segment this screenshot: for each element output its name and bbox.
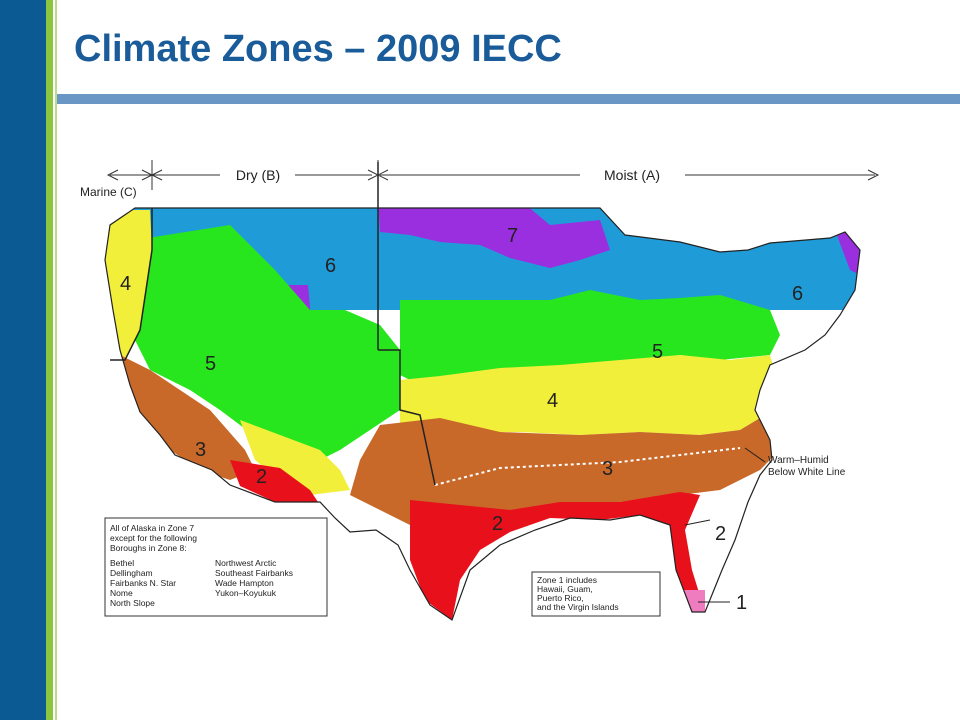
header-marine-label: Marine (C) bbox=[80, 185, 137, 199]
warm-humid-note-line1: Warm–Humid bbox=[768, 455, 829, 466]
left-accent-thin-line bbox=[55, 0, 57, 720]
marine-dry-boundary-south bbox=[110, 249, 153, 361]
zone-label-5-east: 5 bbox=[652, 341, 663, 363]
zone-1-note-line4: and the Virgin Islands bbox=[537, 602, 619, 612]
zone-label-6-east: 6 bbox=[792, 283, 803, 305]
left-accent-band bbox=[0, 0, 46, 720]
alaska-note-intro-1: All of Alaska in Zone 7 bbox=[110, 523, 194, 533]
alaska-borough: North Slope bbox=[110, 598, 155, 608]
alaska-borough: Northwest Arctic bbox=[215, 558, 277, 568]
alaska-borough: Nome bbox=[110, 588, 133, 598]
dry-moist-boundary-south bbox=[378, 349, 436, 486]
zone-7-maine bbox=[835, 230, 860, 280]
zone-label-3-east: 3 bbox=[602, 458, 613, 480]
zone-label-3-west: 3 bbox=[195, 439, 206, 461]
alaska-note-box: All of Alaska in Zone 7 except for the f… bbox=[104, 517, 328, 617]
alaska-borough: Fairbanks N. Star bbox=[110, 578, 176, 588]
zone-1-note-box: Zone 1 includes Hawaii, Guam, Puerto Ric… bbox=[531, 571, 661, 617]
zone-5-east-region bbox=[400, 290, 780, 385]
zone-label-4-east: 4 bbox=[547, 390, 558, 412]
climate-zone-map: Dry (B) Moist (A) Marine (C) 4 5 bbox=[80, 150, 900, 630]
warm-humid-boundary-line bbox=[434, 447, 741, 486]
zone-2-arizona-region bbox=[230, 460, 318, 502]
alaska-borough: Wade Hampton bbox=[215, 578, 274, 588]
zone-label-7: 7 bbox=[507, 225, 518, 247]
region-header-arrows bbox=[106, 160, 880, 212]
zone-label-2-florida: 2 bbox=[715, 523, 726, 545]
zone-1-note-line3: Puerto Rico, bbox=[537, 593, 584, 603]
zone-label-2-arizona: 2 bbox=[256, 466, 267, 488]
header-dry-label: Dry (B) bbox=[236, 167, 280, 183]
zone-fill-group bbox=[105, 208, 860, 620]
zone-5-west-region bbox=[135, 225, 400, 460]
zone-number-labels: 4 5 6 7 6 5 4 3 2 3 2 bbox=[120, 225, 803, 535]
warm-humid-leader bbox=[744, 447, 766, 463]
zone-4-region bbox=[400, 355, 780, 435]
zone-2-florida-leader bbox=[684, 519, 711, 526]
us-outline bbox=[104, 207, 861, 621]
alaska-borough: Yukon–Koyukuk bbox=[215, 588, 277, 598]
alaska-borough: Bethel bbox=[110, 558, 134, 568]
climate-zone-map-svg: Dry (B) Moist (A) Marine (C) 4 5 bbox=[80, 160, 880, 621]
zone-7-region bbox=[378, 208, 610, 268]
zone-label-1: 1 bbox=[736, 592, 747, 614]
alaska-borough: Dellingham bbox=[110, 568, 153, 578]
zone-label-6-west: 6 bbox=[325, 255, 336, 277]
zone-1-south-florida bbox=[680, 590, 705, 612]
zone-4-southwest-band bbox=[240, 420, 350, 495]
header-moist-label: Moist (A) bbox=[604, 167, 660, 183]
zone-2-gulf-region bbox=[410, 492, 705, 620]
alaska-note-intro-2: except for the following bbox=[110, 533, 197, 543]
zone-label-4-west: 4 bbox=[120, 273, 131, 295]
slide-title: Climate Zones – 2009 IECC bbox=[74, 28, 562, 70]
alaska-note-intro-3: Boroughs in Zone 8: bbox=[110, 543, 187, 553]
alaska-borough: Southeast Fairbanks bbox=[215, 568, 293, 578]
zone-3-region bbox=[110, 350, 255, 480]
zone-3-central-region bbox=[350, 412, 780, 530]
zone-label-5-west: 5 bbox=[205, 353, 216, 375]
left-accent-stripe bbox=[46, 0, 53, 720]
zone-1-note-line1: Zone 1 includes bbox=[537, 575, 597, 585]
warm-humid-note-line2: Below White Line bbox=[768, 467, 846, 478]
zone-label-2-gulf: 2 bbox=[492, 513, 503, 535]
zone-1-note-line2: Hawaii, Guam, bbox=[537, 584, 593, 594]
title-underline-rule bbox=[57, 94, 960, 104]
